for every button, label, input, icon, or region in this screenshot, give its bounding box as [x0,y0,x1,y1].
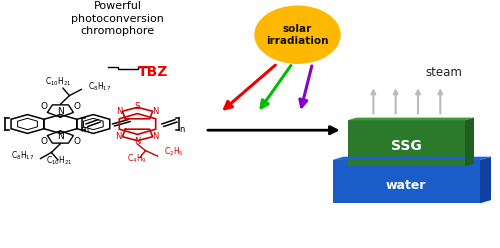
Text: O: O [73,137,80,146]
Text: N: N [116,107,122,116]
Polygon shape [480,157,491,203]
Text: C$_{10}$H$_{21}$: C$_{10}$H$_{21}$ [46,154,72,167]
Text: solar
irradiation: solar irradiation [266,24,329,46]
FancyBboxPatch shape [332,160,480,203]
Text: N: N [57,107,64,116]
Text: C$_{8}$H$_{17}$: C$_{8}$H$_{17}$ [88,81,111,93]
FancyBboxPatch shape [348,120,465,166]
Text: N: N [152,132,159,141]
Text: C$_{8}$H$_{17}$: C$_{8}$H$_{17}$ [10,150,34,162]
Text: N: N [115,132,121,141]
Text: m: m [80,125,88,134]
Text: n: n [179,125,184,134]
Text: N: N [152,107,159,116]
Polygon shape [348,118,474,120]
Ellipse shape [255,6,340,63]
Text: O: O [40,137,48,146]
Text: N: N [57,132,64,141]
Polygon shape [332,157,491,160]
Text: C$_{10}$H$_{21}$: C$_{10}$H$_{21}$ [44,76,71,89]
Text: water: water [386,179,426,192]
Text: SSG: SSG [391,139,422,153]
Text: Powerful
photoconversion
chromophore: Powerful photoconversion chromophore [71,1,164,36]
Polygon shape [465,118,474,166]
Text: S: S [134,102,140,111]
Text: N: N [134,137,140,146]
Text: O: O [73,102,80,111]
Text: TBZ: TBZ [138,65,168,79]
Text: O: O [40,102,48,111]
Text: C$_2$H$_5$: C$_2$H$_5$ [164,146,184,158]
Text: C$_4$H$_9$: C$_4$H$_9$ [126,153,146,165]
Text: steam: steam [426,66,462,79]
